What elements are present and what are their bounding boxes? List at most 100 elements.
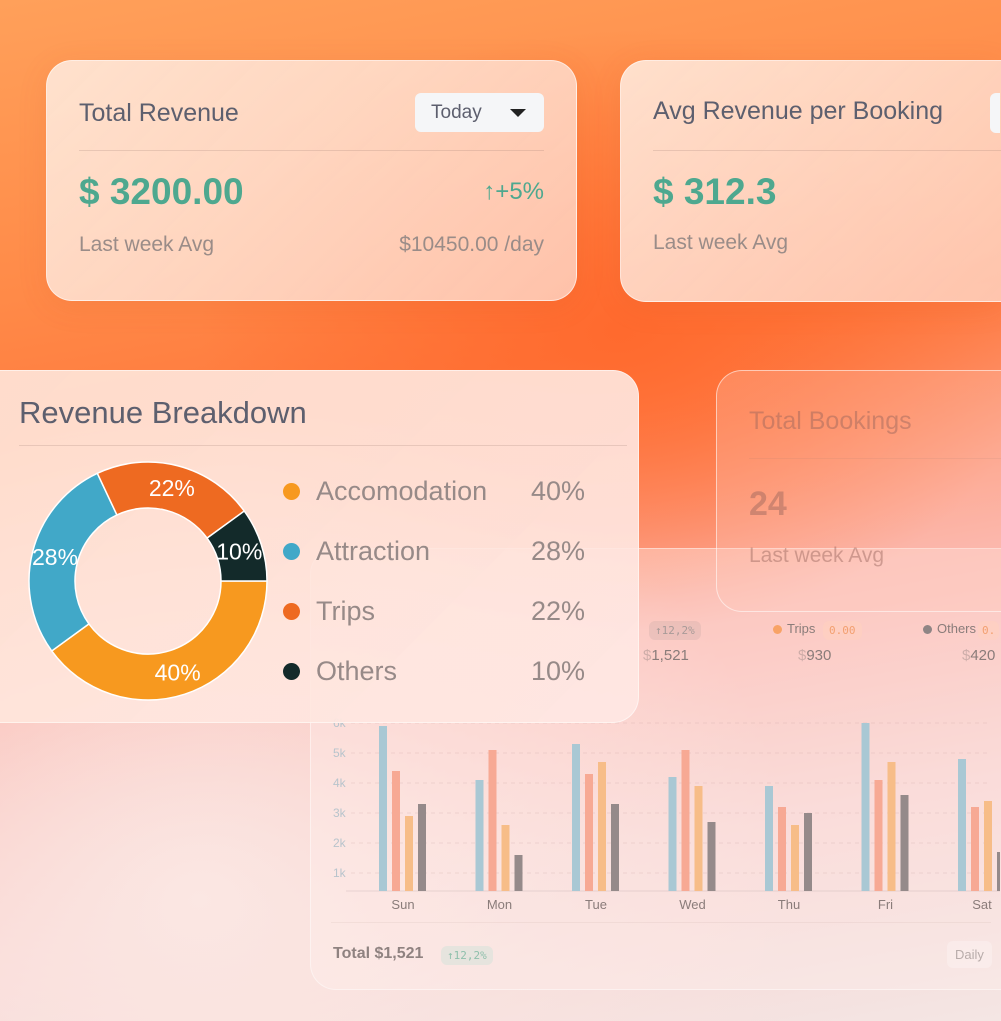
caret-down-icon <box>510 109 526 117</box>
x-tick-label: Fri <box>878 897 893 912</box>
bar <box>585 774 593 891</box>
avg-revenue-sub-label: Last week Avg <box>653 231 789 254</box>
bar <box>791 825 799 891</box>
y-tick-label: 1k <box>333 866 347 880</box>
x-tick-label: Thu <box>778 897 800 912</box>
legend-dot-trips <box>773 625 782 634</box>
x-tick-label: Mon <box>487 897 512 912</box>
total-revenue-value: $ 3200.00 <box>79 171 244 212</box>
breakdown-legend-item: Accomodation 40% <box>283 476 585 507</box>
bar <box>379 726 387 891</box>
total-bookings-title: Total Bookings <box>749 407 912 435</box>
x-tick-label: Tue <box>585 897 607 912</box>
donut-slice-label: 40% <box>155 659 201 685</box>
donut-chart: 40% 28% 22% 10% <box>28 461 268 701</box>
x-tick-label: Wed <box>679 897 706 912</box>
legend-dot-others <box>923 625 932 634</box>
bar <box>488 750 497 891</box>
donut-slice-label: 10% <box>216 538 262 564</box>
period-dropdown-value: Today <box>431 102 482 123</box>
weekly-revenue-card: 1k 2k 3k 4k 5k 6k Sun Mon Tue Wed Thu Fri Sat $1,521… <box>310 548 1001 990</box>
legend-dot <box>283 483 300 500</box>
x-tick-label: Sat <box>972 897 992 912</box>
legend-label: Trips <box>316 596 375 626</box>
revenue-breakdown-card: Revenue Breakdown 40% 28% 22% 10% Accomodat… <box>0 370 639 723</box>
bar <box>997 852 1000 891</box>
bar <box>475 780 484 891</box>
bar <box>572 744 580 891</box>
bar <box>765 786 773 891</box>
total-bookings-card: Total Bookings 24 Last week Avg <box>716 370 1001 612</box>
legend-value-1: $1,521 <box>643 647 689 664</box>
legend-value-trips: $930 <box>798 647 832 664</box>
total-revenue-sub-value: $10450.00 /day <box>399 233 544 256</box>
period-dropdown[interactable]: Today <box>415 93 544 132</box>
y-tick-label: 5k <box>333 746 347 760</box>
bar <box>778 807 786 891</box>
total-badge: ↑12,2% <box>441 946 493 965</box>
legend-label-others: Others <box>937 621 977 636</box>
total-revenue-card: Total Revenue Today $ 3200.00 ↑+5% Last … <box>46 60 577 301</box>
legend-percent: 10% <box>530 656 585 686</box>
avg-revenue-card: Avg Revenue per Booking $ 312.3 Last wee… <box>620 60 1001 302</box>
bar <box>707 822 716 891</box>
period-button-daily[interactable]: Daily <box>947 941 992 968</box>
total-revenue-sub-label: Last week Avg <box>79 233 215 256</box>
legend-label: Accomodation <box>316 476 488 506</box>
legend-badge-1: ↑12,2% <box>649 621 701 640</box>
bar <box>804 813 812 891</box>
bar <box>405 816 413 891</box>
total-label: Total $1,521 <box>333 945 424 962</box>
total-revenue-change: ↑+5% <box>483 178 544 205</box>
period-dropdown[interactable] <box>990 93 1000 133</box>
bar <box>611 804 619 891</box>
avg-revenue-title: Avg Revenue per Booking <box>653 97 944 125</box>
legend-badge-others: 0. <box>978 621 1000 640</box>
y-tick-label: 4k <box>333 776 347 790</box>
bar <box>887 762 896 891</box>
legend-percent: 28% <box>530 536 585 566</box>
bar <box>861 723 870 891</box>
bar <box>984 801 992 891</box>
legend-label: Others <box>316 656 398 686</box>
revenue-breakdown-title: Revenue Breakdown <box>19 395 307 430</box>
legend-dot <box>283 543 300 560</box>
total-bookings-sub-label: Last week Avg <box>749 544 885 567</box>
donut-slice <box>50 580 268 701</box>
bar <box>392 771 400 891</box>
bar <box>694 786 703 891</box>
bar <box>900 795 909 891</box>
legend-dot <box>283 603 300 620</box>
breakdown-legend-item: Attraction 28% <box>283 536 585 567</box>
donut-slice-label: 28% <box>32 544 78 570</box>
y-tick-label: 2k <box>333 836 347 850</box>
donut-slice <box>28 472 118 652</box>
bar <box>501 825 510 891</box>
total-revenue-title: Total Revenue <box>79 99 239 127</box>
legend-percent: 40% <box>530 476 585 506</box>
bar <box>971 807 979 891</box>
x-tick-label: Sun <box>391 897 414 912</box>
arrow-up-icon: ↑ <box>483 178 496 205</box>
breakdown-legend-item: Trips 22% <box>283 596 585 627</box>
legend-badge-trips: 0.00 <box>823 621 862 640</box>
breakdown-legend-item: Others 10% <box>283 656 585 687</box>
legend-label-trips: Trips <box>787 621 816 636</box>
bar <box>598 762 606 891</box>
legend-percent: 22% <box>530 596 585 626</box>
donut-slice <box>206 510 268 582</box>
legend-label: Attraction <box>316 536 431 566</box>
bar <box>668 777 677 891</box>
bar <box>681 750 690 891</box>
total-bookings-value: 24 <box>749 485 787 523</box>
bar <box>874 780 883 891</box>
bar <box>958 759 966 891</box>
y-tick-label: 3k <box>333 806 347 820</box>
legend-dot <box>283 663 300 680</box>
bar <box>514 855 523 891</box>
legend-value-others: $420 <box>962 647 996 664</box>
donut-slice-label: 22% <box>149 475 195 501</box>
bar <box>418 804 426 891</box>
avg-revenue-value: $ 312.3 <box>653 171 777 212</box>
